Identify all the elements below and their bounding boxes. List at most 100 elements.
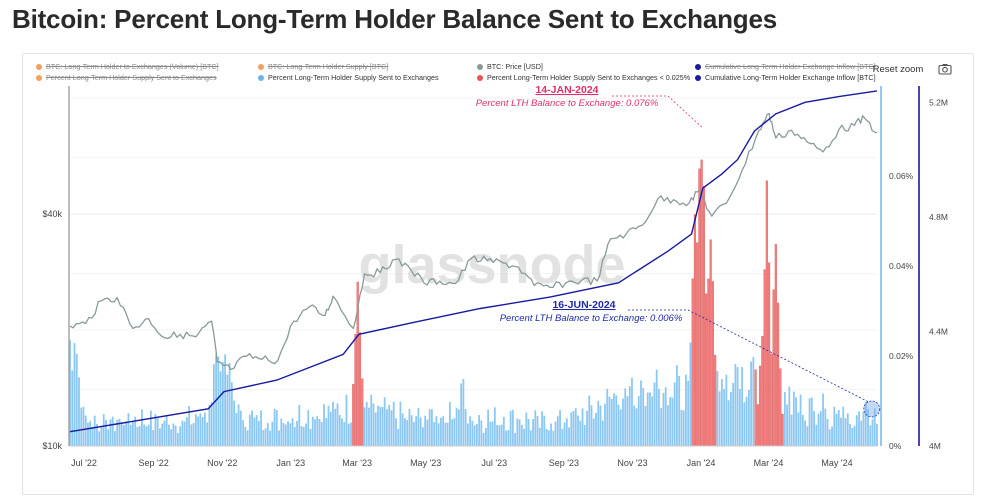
percent-bar: [687, 380, 690, 446]
percent-bar: [484, 427, 487, 446]
legend-item-lth-volume[interactable]: BTC: Long-Term Holder to Exchanges (Volu…: [36, 61, 219, 72]
percent-bar: [788, 386, 791, 446]
percent-bar: [75, 354, 78, 446]
x-tick-label: Jan '23: [276, 458, 305, 468]
percent-bar: [527, 418, 530, 446]
percent-bar: [743, 402, 746, 446]
percent-bar: [89, 421, 92, 446]
reset-zoom-button[interactable]: Reset zoom: [872, 63, 924, 75]
percent-bar: [161, 423, 164, 446]
cumulative-tick-label: 4.8M: [929, 212, 948, 222]
percent-bar: [529, 430, 532, 446]
legend-item-cumulative-inflow[interactable]: Cumulative Long-Term Holder Exchange Inf…: [695, 72, 876, 83]
percent-bar: [871, 419, 874, 446]
legend-item-percent-hidden[interactable]: Percent Long-Term Holder Supply Sent to …: [36, 72, 217, 83]
percent-bar: [552, 430, 555, 446]
percent-bar: [860, 420, 863, 446]
percent-bar: [525, 412, 528, 446]
legend-item-percent[interactable]: Percent Long-Term Holder Supply Sent to …: [258, 72, 439, 83]
legend-item-btc-price[interactable]: BTC: Price [USD]: [477, 61, 543, 72]
x-tick-label: Mar '24: [754, 458, 784, 468]
percent-bar: [572, 411, 575, 446]
percent-bar: [732, 383, 735, 446]
percent-bar: [185, 417, 188, 446]
percent-bar: [590, 405, 593, 446]
percent-bar: [599, 405, 602, 446]
percent-bar: [808, 398, 811, 446]
percent-bar: [680, 409, 683, 446]
percent-bar: [78, 377, 80, 446]
percent-bar: [835, 413, 838, 446]
percent-bar: [844, 418, 847, 446]
percent-bar: [741, 366, 744, 446]
percent-bar: [129, 424, 132, 446]
percent-bar: [96, 423, 98, 446]
legend-item-cumulative-inflow-hidden[interactable]: Cumulative Long-Term Holder Exchange Inf…: [695, 61, 876, 72]
percent-bar: [336, 403, 339, 446]
percent-bar: [613, 393, 615, 446]
percent-bar: [145, 426, 148, 446]
percent-bar: [309, 429, 312, 446]
percent-bar-highlight: [756, 404, 759, 447]
percent-bar: [239, 410, 242, 446]
percent-bar: [480, 420, 483, 446]
percent-bar-highlight: [779, 368, 782, 447]
percent-bar: [199, 413, 202, 446]
percent-bar: [134, 416, 137, 446]
percent-bar: [410, 415, 413, 446]
annotation-leader: [687, 309, 869, 403]
percent-bar: [604, 403, 606, 446]
percent-bar: [514, 432, 516, 446]
percent-bar: [864, 402, 867, 446]
percent-bar: [727, 400, 730, 446]
legend-dot: [258, 63, 264, 70]
percent-bar: [73, 343, 76, 446]
percent-bar: [181, 420, 184, 446]
percent-bar: [828, 429, 831, 446]
percent-bar: [795, 397, 797, 446]
percent-bar: [806, 426, 809, 446]
percent-bar: [345, 394, 348, 446]
percent-bar: [469, 416, 472, 446]
camera-icon[interactable]: [938, 62, 952, 76]
cumulative-tick-label: 4M: [929, 441, 941, 451]
percent-bar: [132, 421, 134, 446]
percent-bar: [631, 377, 633, 446]
percent-bar: [284, 424, 287, 446]
percent-bar: [658, 388, 660, 446]
percent-bar: [298, 405, 301, 446]
percent-bar: [637, 396, 640, 446]
percent-bar: [302, 426, 305, 446]
percent-bar: [278, 430, 280, 446]
percent-bar: [516, 418, 519, 446]
percent-bar: [325, 418, 328, 446]
percent-bar: [853, 425, 856, 446]
percent-bar: [720, 379, 723, 446]
legend-dot: [477, 74, 483, 81]
percent-bar: [118, 418, 121, 446]
percent-bar: [127, 413, 130, 446]
percent-tick-label: 0%: [889, 441, 902, 451]
percent-bar-highlight: [707, 278, 710, 447]
percent-bar: [547, 430, 550, 446]
percent-bar: [314, 419, 316, 446]
percent-bar: [163, 420, 166, 446]
percent-bar: [466, 423, 469, 446]
price-tick-label: $40k: [42, 209, 62, 219]
percent-bar: [473, 425, 476, 446]
percent-bar: [374, 412, 377, 446]
legend-item-percent-threshold[interactable]: Percent Long-Term Holder Supply Sent to …: [477, 72, 690, 83]
percent-bar: [669, 396, 672, 446]
legend-item-lth-supply[interactable]: BTC: Long-Term Holder Supply [BTC]: [258, 61, 388, 72]
percent-bar: [496, 425, 499, 446]
percent-bar: [559, 410, 561, 446]
percent-bar: [244, 426, 247, 446]
legend-dot: [36, 63, 42, 70]
percent-bar: [262, 430, 265, 446]
percent-bar: [291, 418, 294, 446]
percent-bar: [819, 411, 822, 446]
percent-bar: [673, 382, 676, 446]
percent-bar: [671, 397, 674, 446]
percent-bar: [287, 421, 289, 446]
percent-bar: [520, 424, 523, 446]
